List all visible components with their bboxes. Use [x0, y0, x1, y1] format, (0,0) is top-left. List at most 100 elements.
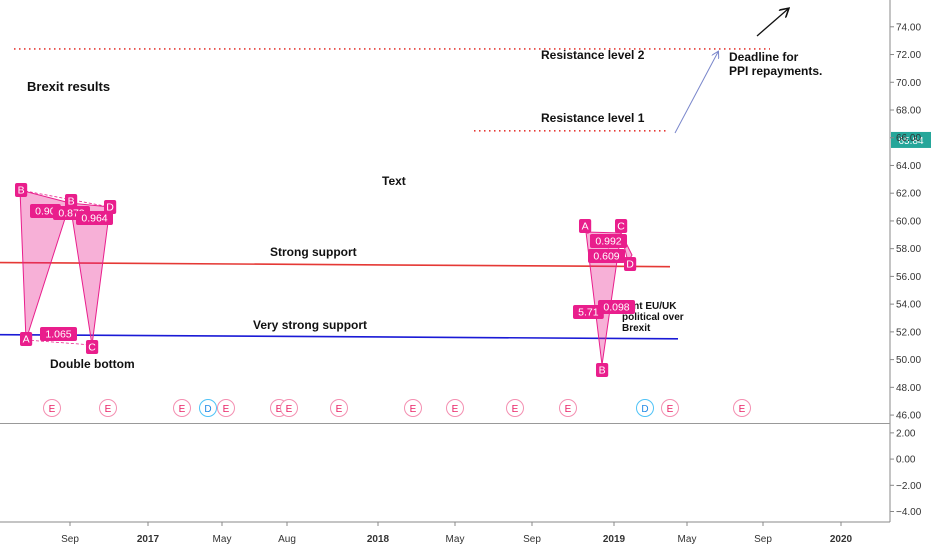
pattern-2-point-bg: [615, 219, 628, 233]
pattern-1-point: C: [86, 340, 99, 354]
very-strong-support-label: Very strong support: [253, 318, 367, 332]
pattern-2-point-bg: [624, 257, 637, 271]
x-tick-label: 2020: [830, 534, 853, 545]
y-tick-label: 72.00: [896, 50, 921, 61]
event-marker: D: [199, 399, 217, 417]
x-tick-label: May: [213, 534, 232, 545]
pattern-2-ratio-bg: [573, 305, 604, 319]
event-marker-label: E: [276, 404, 283, 415]
pattern-2-ratio-text: 0.609: [593, 251, 619, 263]
pattern-1-ratio: 0.964: [76, 211, 113, 225]
y-tick-label: 56.00: [896, 272, 921, 283]
event-marker-label: D: [641, 404, 648, 415]
event-marker: E: [661, 399, 679, 417]
pattern-2-point-text: A: [582, 221, 589, 233]
event-marker: E: [506, 399, 524, 417]
event-marker-label: E: [286, 404, 293, 415]
pattern-1-ratio-text: 1.065: [45, 329, 71, 341]
event-marker-label: E: [410, 404, 417, 415]
brexit-results-label: Brexit results: [27, 79, 110, 94]
pattern-2-point: A: [579, 219, 592, 233]
event-marker: E: [404, 399, 422, 417]
pattern-2-ratio-bg: [588, 249, 625, 263]
y-tick-label: −2.00: [896, 481, 922, 492]
event-marker: E: [217, 399, 235, 417]
pattern-2-point: B: [596, 363, 609, 377]
pattern-2-point: D: [624, 257, 637, 271]
pattern-1-point: A: [20, 332, 33, 346]
pattern-2-point-text: D: [626, 259, 634, 271]
event-marker-label: E: [667, 404, 674, 415]
last-price-label: 65.84: [898, 136, 923, 147]
event-marker: E: [99, 399, 117, 417]
pattern-1-point-text: C: [88, 342, 96, 354]
political-label: cent EU/UK: [622, 301, 677, 312]
event-marker-label: D: [204, 404, 211, 415]
pattern-1-point-text: B: [68, 196, 75, 208]
text-label: Text: [382, 174, 406, 188]
pattern-2-point-bg: [596, 363, 609, 377]
y-tick-label: 54.00: [896, 300, 921, 311]
y-tick-label: 74.00: [896, 22, 921, 33]
y-tick-label: 66.00: [896, 133, 921, 144]
event-marker-circle: [559, 399, 577, 417]
pattern-2-point: C: [615, 219, 628, 233]
pattern-1-point-text: A: [23, 334, 30, 346]
event-marker-circle: [43, 399, 61, 417]
pattern-1-ratio-text: 0.964: [81, 213, 107, 225]
pattern-1-ratio-bg: [76, 211, 113, 225]
event-marker-label: E: [336, 404, 343, 415]
plot-background: [0, 0, 890, 522]
pattern-2-ratio: 5.71: [573, 305, 604, 319]
pattern-2-ratio-text: 5.71: [578, 307, 599, 319]
event-marker-label: E: [512, 404, 519, 415]
y-tick-label: −4.00: [896, 507, 922, 518]
double-bottom-label: Double bottom: [50, 357, 135, 371]
strong-support-line: [0, 261, 671, 268]
y-tick-label: 62.00: [896, 189, 921, 200]
pattern-2-ratio-bg: [590, 234, 627, 248]
pattern-1-bcd: [69, 202, 111, 346]
pattern-1-xab: [19, 189, 71, 341]
event-marker-circle: [404, 399, 422, 417]
pattern-2-ratio-text: 0.098: [603, 302, 629, 314]
deadline-label-line1: Deadline for: [729, 50, 799, 64]
event-marker-circle: [446, 399, 464, 417]
event-marker-label: E: [49, 404, 56, 415]
pattern-1-point-bg: [20, 332, 33, 346]
event-marker-label: E: [739, 404, 746, 415]
pattern-1-point-text: B: [18, 185, 25, 197]
event-marker-circle: [280, 399, 298, 417]
pattern-2-ratio: 0.992: [590, 234, 627, 248]
pattern-1-ac: [25, 339, 93, 346]
event-marker-circle: [199, 399, 217, 417]
event-marker: E: [559, 399, 577, 417]
x-tick-label: May: [678, 534, 697, 545]
pattern-2-ratio-text: 0.992: [595, 236, 621, 248]
pattern-1-point-bg: [86, 340, 99, 354]
event-marker-label: E: [179, 404, 186, 415]
event-marker-label: E: [105, 404, 112, 415]
event-marker: E: [280, 399, 298, 417]
event-marker-circle: [733, 399, 751, 417]
event-marker-circle: [506, 399, 524, 417]
y-tick-label: 46.00: [896, 411, 921, 422]
event-marker: E: [43, 399, 61, 417]
event-marker: E: [330, 399, 348, 417]
y-tick-label: 50.00: [896, 355, 921, 366]
pattern-1-point: D: [104, 200, 117, 214]
very-strong-support-line: [0, 333, 679, 340]
deadline-label-line2: PPI repayments.: [729, 64, 822, 78]
political-label: political over: [622, 312, 684, 323]
pattern-1-point-text: D: [106, 202, 114, 214]
pattern-1-point: B: [15, 183, 28, 197]
pattern-1-ratio-bg: [40, 327, 77, 341]
y-tick-label: 60.00: [896, 216, 921, 227]
event-marker-label: E: [452, 404, 459, 415]
resistance-level-1-label: Resistance level 1: [541, 111, 645, 125]
y-tick-label: 68.00: [896, 106, 921, 117]
pattern-1-point-bg: [65, 194, 78, 208]
x-tick-label: Aug: [278, 534, 296, 545]
